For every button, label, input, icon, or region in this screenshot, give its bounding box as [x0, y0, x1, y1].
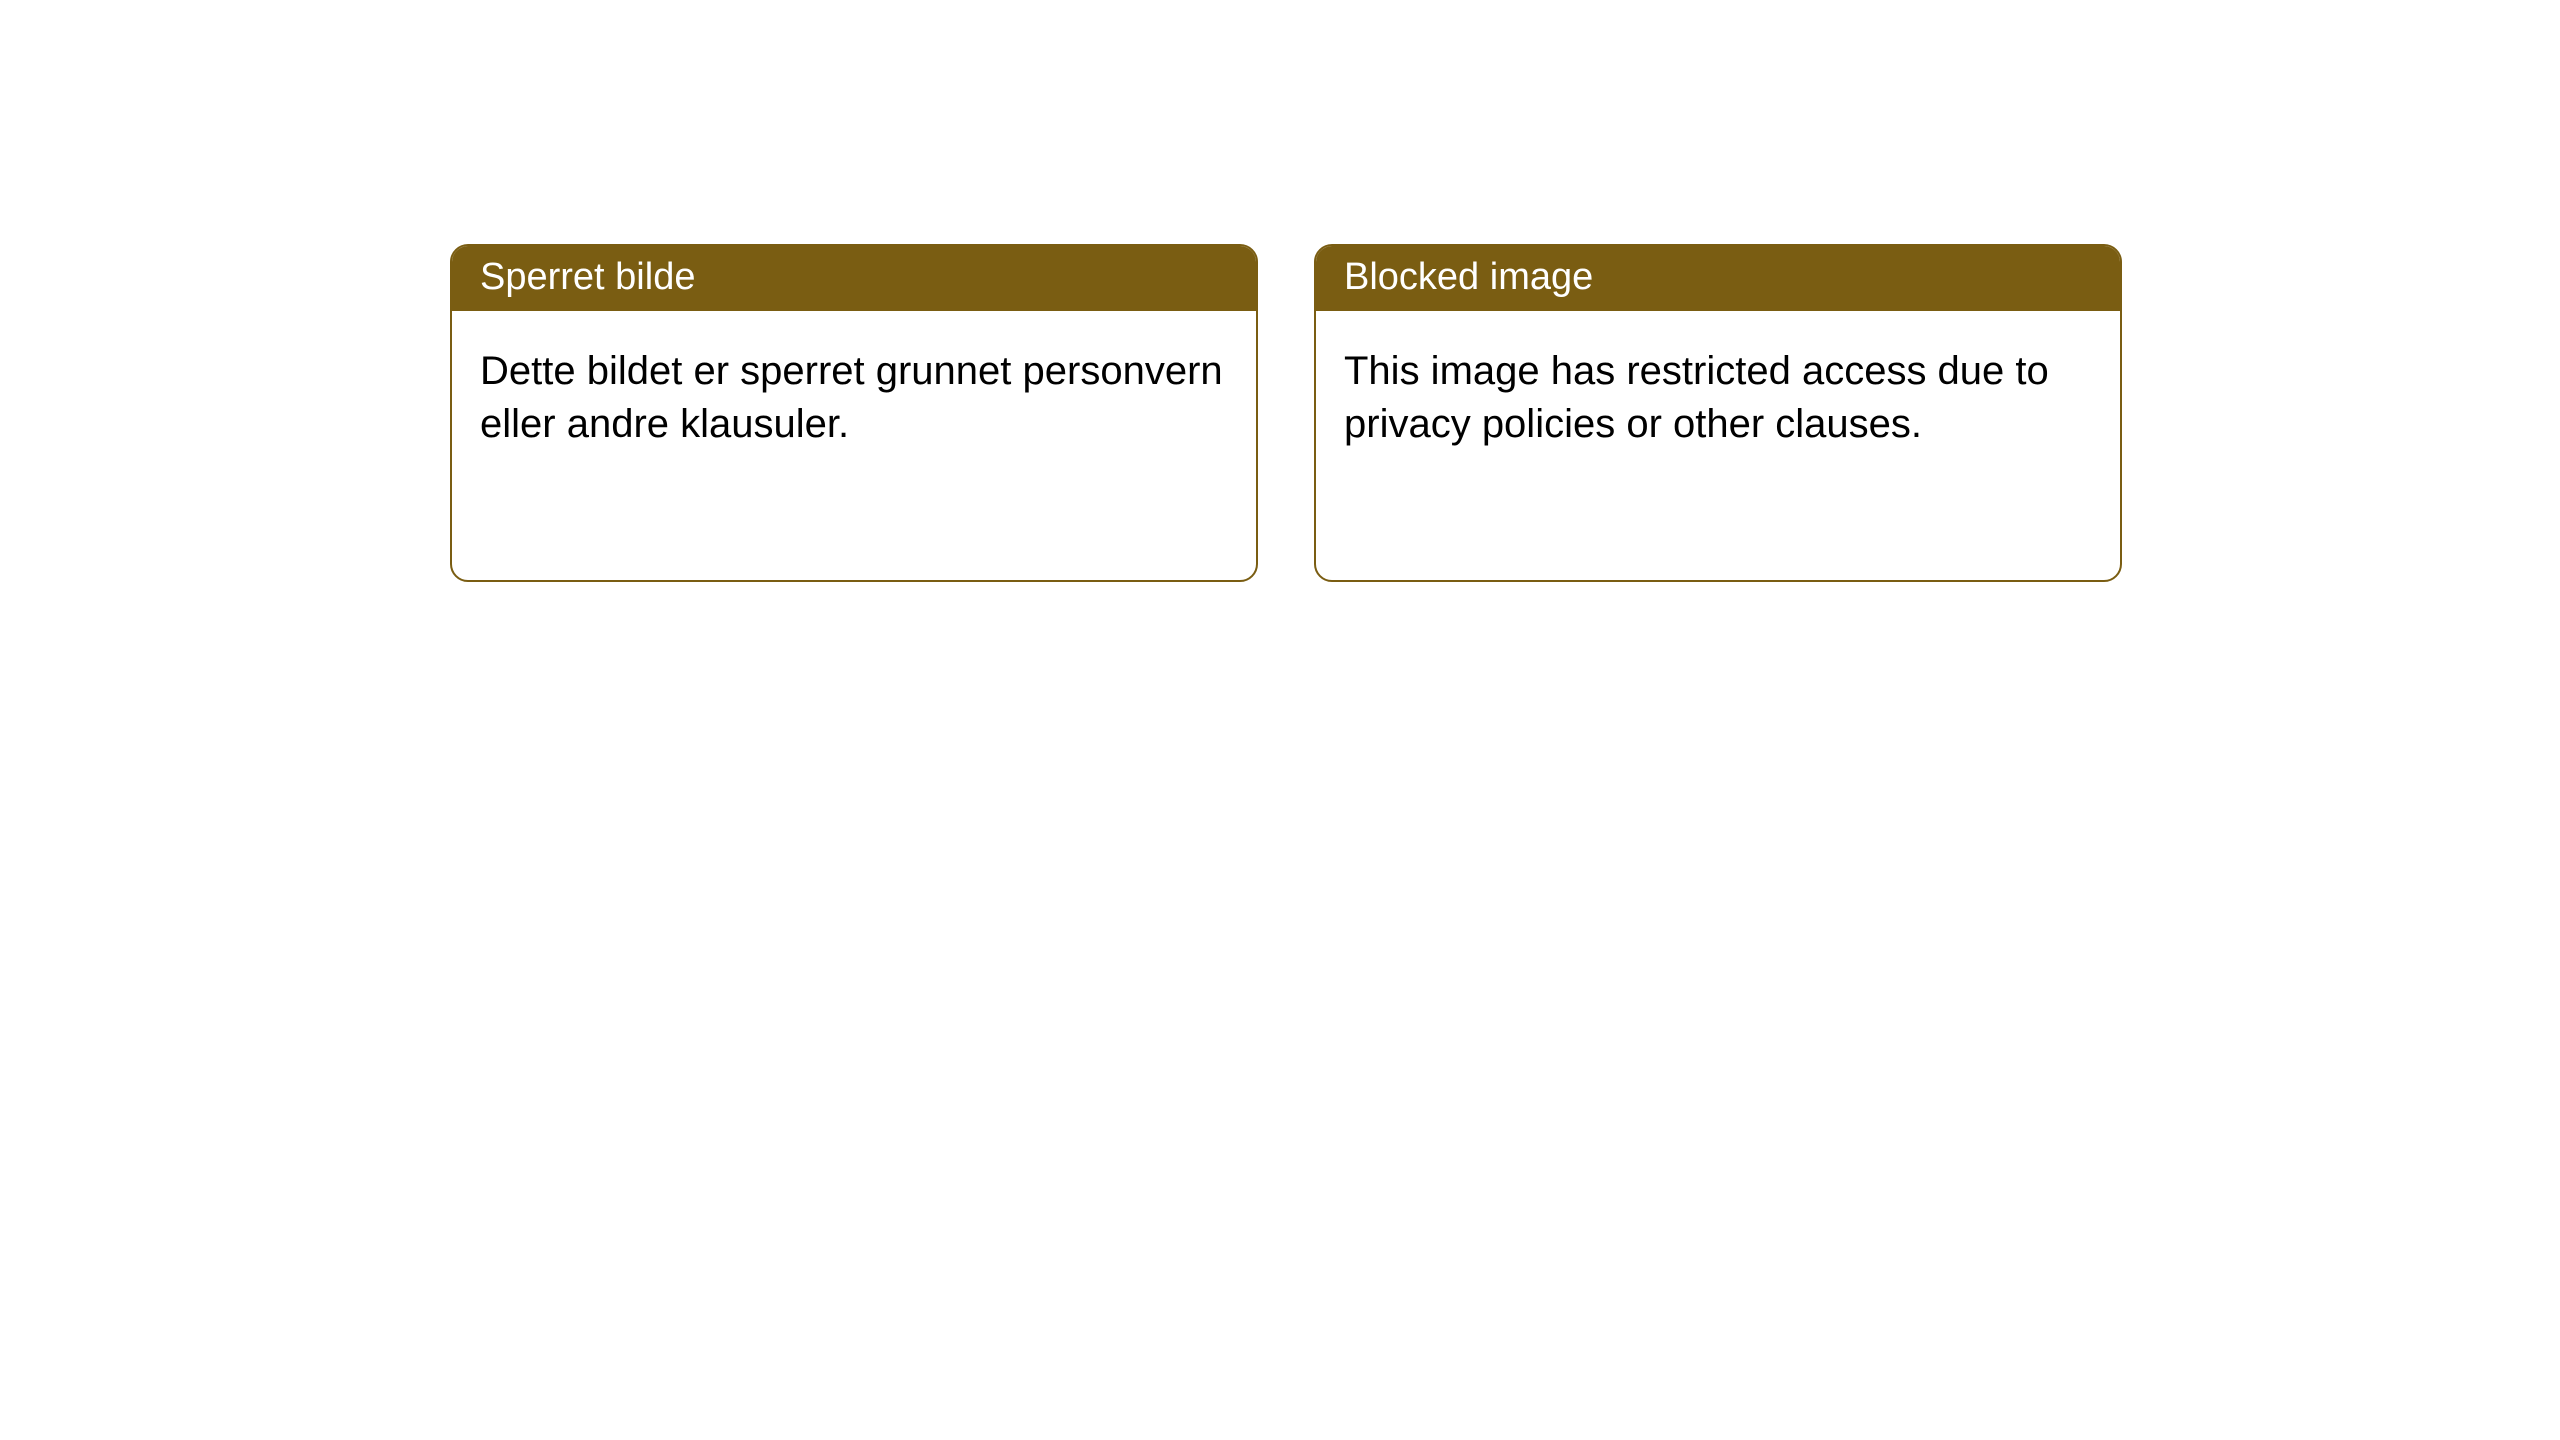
notice-card-english: Blocked image This image has restricted … — [1314, 244, 2122, 582]
card-header: Sperret bilde — [452, 246, 1256, 311]
card-body-text: Dette bildet er sperret grunnet personve… — [480, 349, 1223, 446]
notice-card-norwegian: Sperret bilde Dette bildet er sperret gr… — [450, 244, 1258, 582]
card-title: Sperret bilde — [480, 256, 695, 298]
card-body: Dette bildet er sperret grunnet personve… — [452, 311, 1256, 485]
card-header: Blocked image — [1316, 246, 2120, 311]
notice-container: Sperret bilde Dette bildet er sperret gr… — [0, 0, 2560, 582]
card-body: This image has restricted access due to … — [1316, 311, 2120, 485]
card-title: Blocked image — [1344, 256, 1593, 298]
card-body-text: This image has restricted access due to … — [1344, 349, 2049, 446]
